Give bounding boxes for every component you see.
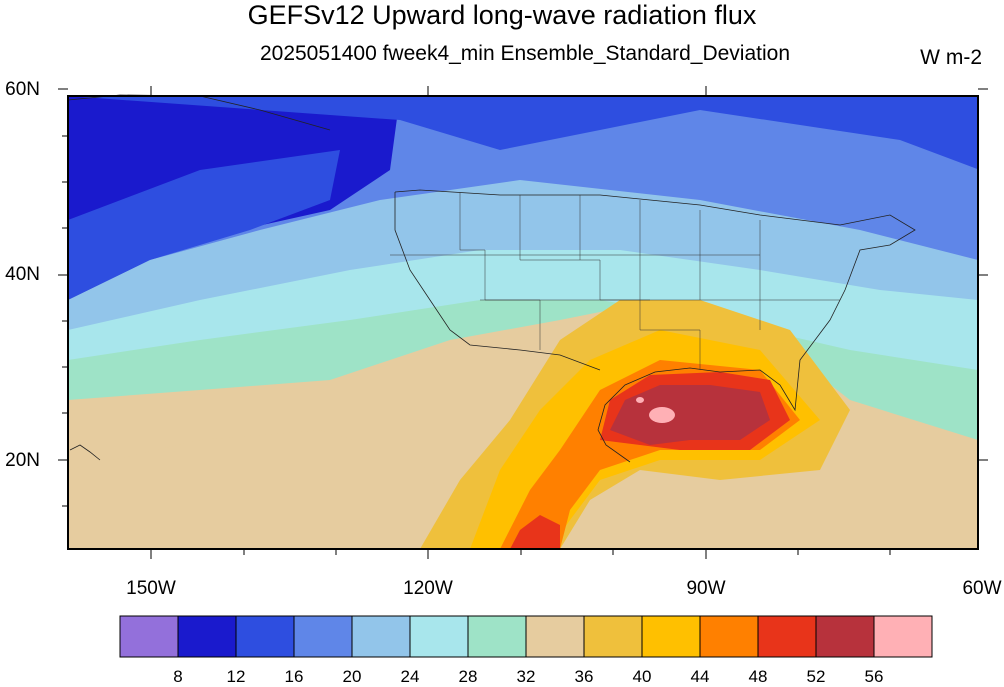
lat-label-40n: 40N (5, 264, 40, 285)
lon-label-150w: 150W (126, 578, 176, 599)
colorbar-label: 36 (574, 667, 594, 686)
colorbar-swatch (409, 615, 469, 658)
colorbar-swatch (757, 615, 817, 658)
colorbar-label: 40 (632, 667, 652, 686)
colorbar-swatch (235, 615, 295, 658)
lon-label-120w: 120W (403, 578, 453, 599)
colorbar-swatch (641, 615, 701, 658)
map-frame (67, 95, 979, 550)
lon-label-90w: 90W (686, 578, 726, 599)
colorbar-label: 44 (690, 667, 710, 686)
colorbar (119, 615, 933, 658)
colorbar-swatch (525, 615, 585, 658)
colorbar-swatch (351, 615, 411, 658)
map-subtitle: 2025051400 fweek4_min Ensemble_Standard_… (259, 42, 791, 65)
state-borders (390, 192, 840, 370)
map-title: GEFSv12 Upward long-wave radiation flux (247, 0, 757, 30)
lat-label-20n: 20N (5, 450, 40, 471)
colorbar-swatch (583, 615, 643, 658)
colorbar-label: 16 (284, 667, 304, 686)
lat-label-60n: 60N (5, 79, 40, 100)
colorbar-swatch (815, 615, 875, 658)
colorbar-label: 12 (226, 667, 246, 686)
colorbar-swatch (293, 615, 353, 658)
colorbar-label: 28 (458, 667, 478, 686)
colorbar-label: 48 (748, 667, 768, 686)
colorbar-swatch (119, 615, 179, 658)
field-fill (68, 96, 978, 549)
colorbar-swatch (699, 615, 759, 658)
colorbar-label: 56 (864, 667, 884, 686)
colorbar-label: 24 (400, 667, 420, 686)
colorbar-swatch (467, 615, 527, 658)
colorbar-label: 32 (516, 667, 536, 686)
lon-label-60w: 60W (962, 578, 1002, 599)
colorbar-label: 8 (173, 667, 183, 686)
colorbar-label: 52 (806, 667, 826, 686)
colorbar-swatch (873, 615, 933, 658)
units-label: W m-2 (920, 46, 982, 69)
colorbar-swatch (177, 615, 237, 658)
axis-ticks (58, 86, 988, 559)
colorbar-label: 20 (342, 667, 362, 686)
